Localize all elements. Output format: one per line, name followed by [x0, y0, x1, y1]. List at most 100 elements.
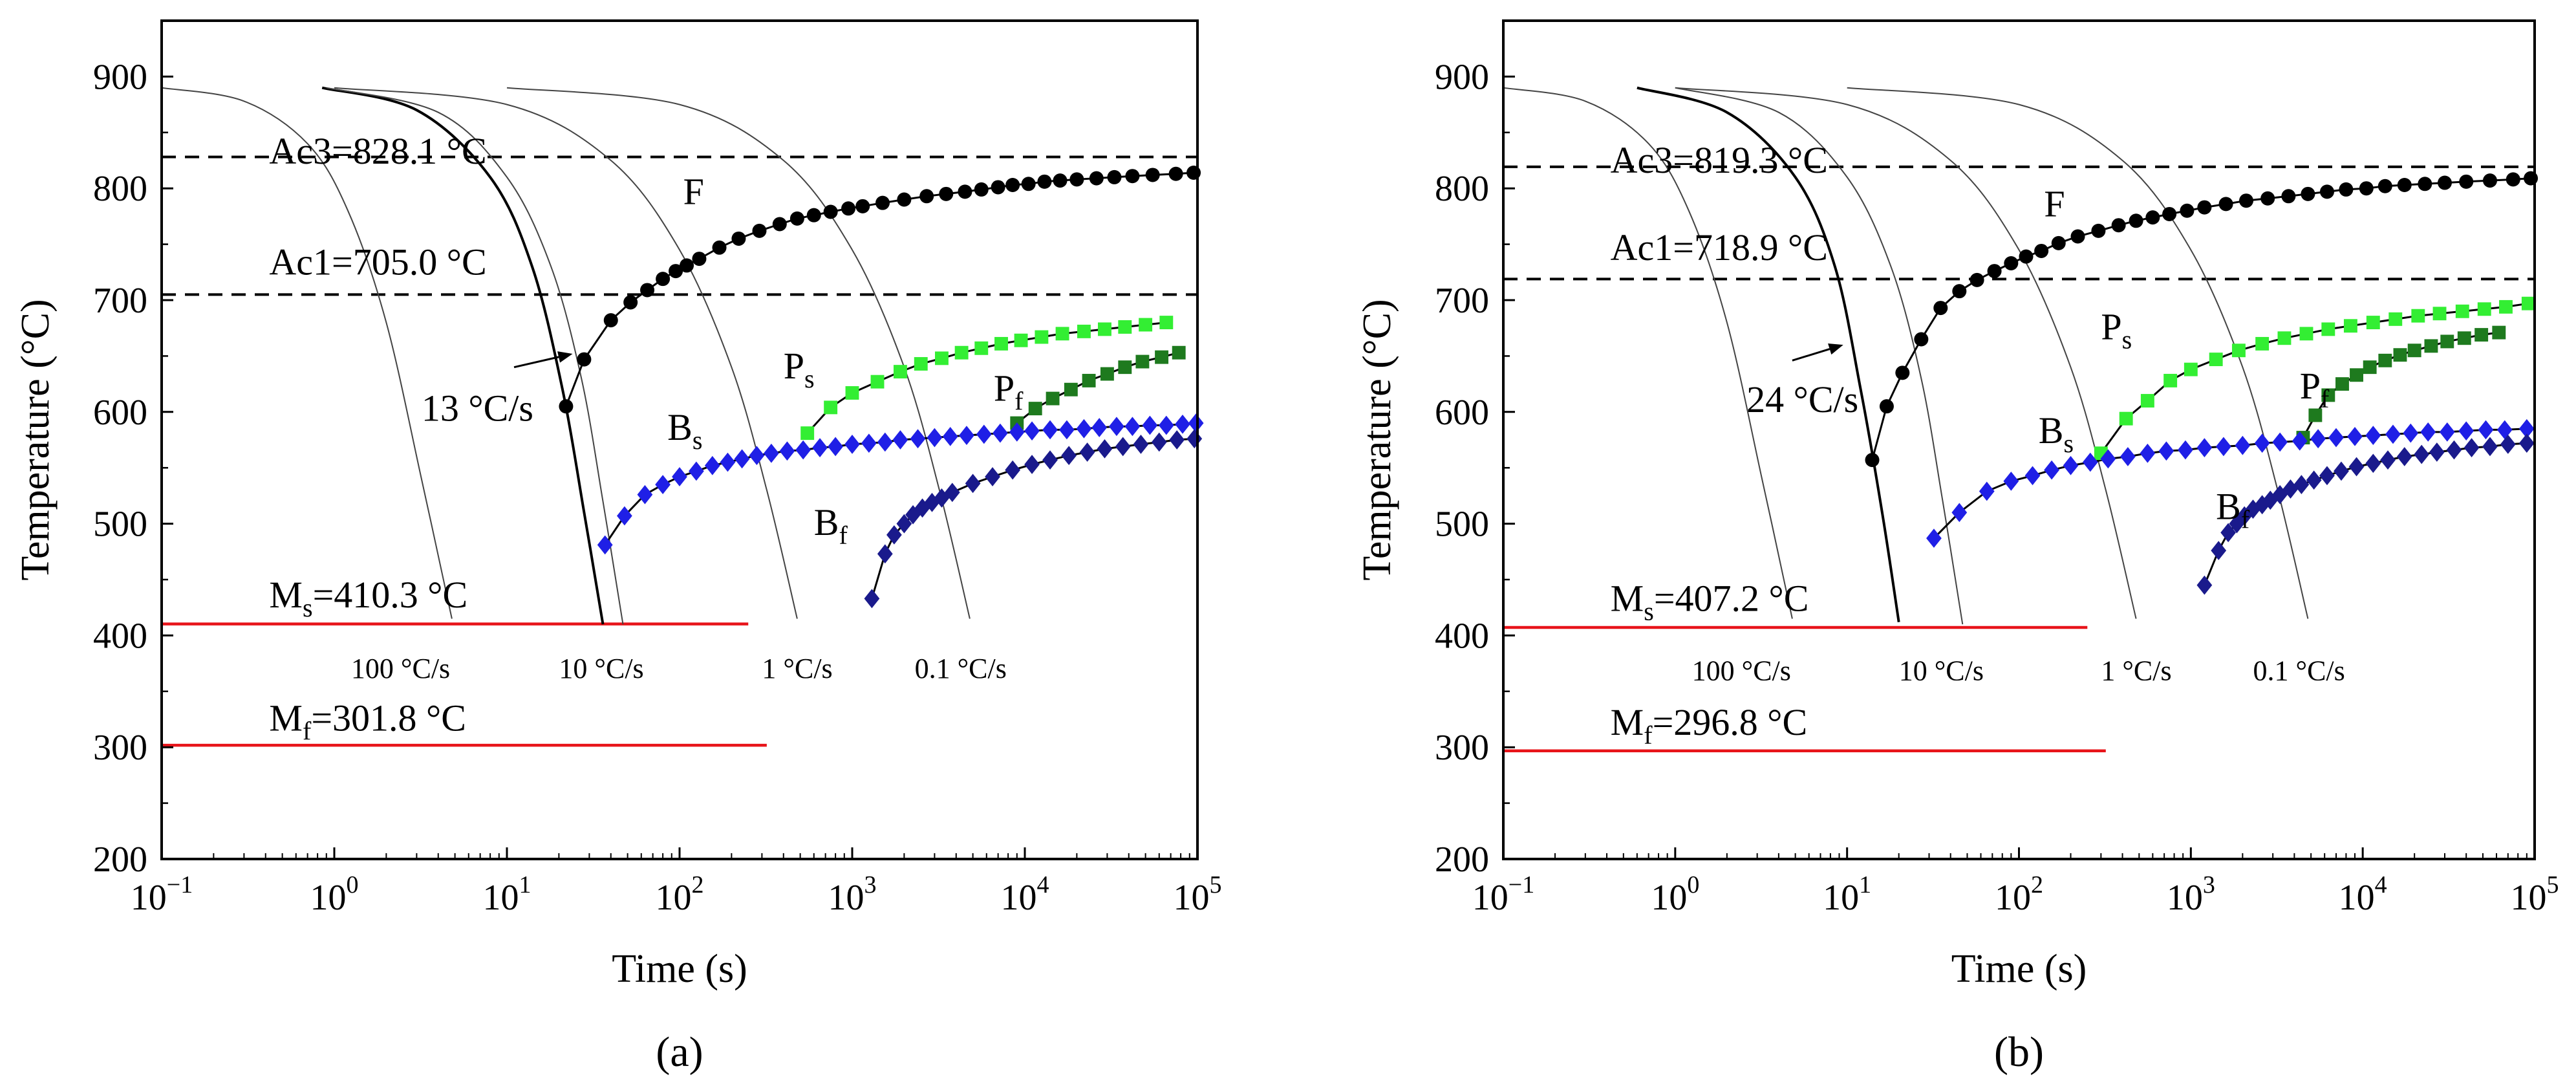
data-point-bf [965, 473, 981, 494]
data-point-bf [2334, 461, 2349, 481]
data-point-bf [2293, 475, 2310, 494]
data-point-pf [1135, 354, 1150, 369]
data-point-bs [976, 424, 992, 444]
x-tick-label: 103 [2167, 871, 2215, 918]
panel-label: (b) [1994, 1028, 2044, 1076]
y-tick-label: 600 [1435, 393, 1489, 433]
data-point-f [939, 186, 954, 201]
x-tick-label: 100 [1651, 871, 1699, 918]
pearlite-finish-label: Pf [994, 367, 1024, 416]
data-point-bs [1042, 420, 1058, 440]
data-point-f [2091, 223, 2106, 238]
data-point-ps [800, 426, 815, 441]
bainite-finish-label: Bf [2216, 486, 2250, 534]
data-point-f [1168, 166, 1183, 181]
data-point-f [1021, 177, 1036, 191]
data-point-f [2051, 235, 2066, 250]
data-point-f [1952, 284, 1967, 299]
data-point-bs [2024, 466, 2041, 486]
series-lines [1871, 177, 2531, 586]
data-point-pf [2407, 343, 2421, 358]
data-point-bs [2003, 472, 2019, 491]
data-point-f [2218, 197, 2233, 212]
data-point-f [2482, 173, 2497, 188]
data-point-bs [1124, 417, 1141, 437]
data-point-bs [892, 430, 908, 450]
data-point-f [2145, 210, 2160, 225]
y-tick-label: 500 [1435, 505, 1489, 545]
bainite-start-label: Bs [667, 406, 702, 455]
data-point-bs [942, 426, 958, 446]
data-point-pf [1155, 350, 1169, 364]
data-point-ps [2366, 316, 2380, 330]
ms-label: Ms=407.2 °C [1611, 577, 1809, 626]
data-point-bs [2403, 423, 2419, 443]
data-point-f [2281, 189, 2296, 204]
mf-label: Mf=296.8 °C [1611, 701, 1808, 750]
data-point-bs [812, 438, 828, 457]
critical-rate-arrowhead [557, 351, 573, 363]
data-point-pf [1046, 391, 1060, 406]
data-point-bs [2347, 426, 2363, 446]
x-tick-label: 104 [1001, 871, 1049, 918]
y-tick-label: 200 [93, 840, 147, 880]
data-point-bf [2463, 438, 2480, 457]
ac3-label: Ac3=828.1 °C [269, 130, 486, 172]
x-tick-label: 101 [1823, 871, 1871, 918]
data-point-f [669, 264, 683, 279]
data-point-bf [2396, 447, 2412, 466]
data-point-pf [1028, 402, 1042, 416]
x-tick-label: 102 [1995, 871, 2043, 918]
data-point-bs [844, 435, 860, 454]
data-point-ps [870, 375, 885, 389]
data-point-ps [2499, 299, 2513, 314]
data-point-bf [877, 544, 893, 564]
rate-label-100: 100 °C/s [351, 653, 450, 684]
y-tick-label: 300 [93, 728, 147, 768]
data-point-f [789, 211, 804, 226]
data-point-f [2162, 206, 2177, 221]
data-point-f [1089, 171, 1104, 186]
data-point-bs [2385, 424, 2401, 444]
data-point-f [2506, 172, 2520, 187]
cooling-curve-0 [161, 87, 453, 619]
ms-label: Ms=410.3 °C [269, 574, 467, 622]
bainite-finish-label: Bf [814, 501, 848, 550]
x-tick-label: 100 [310, 871, 359, 918]
data-point-bf [2414, 444, 2430, 464]
y-axis-title: Temperature (°C) [14, 299, 58, 580]
data-point-bs [720, 452, 736, 472]
data-point-f [974, 182, 989, 197]
x-tick-label: 103 [828, 871, 877, 918]
data-point-ps [2521, 296, 2535, 310]
data-point-bs [993, 423, 1008, 443]
data-point-f [2034, 243, 2049, 258]
data-point-bs [637, 484, 653, 505]
data-point-f [1037, 174, 1052, 189]
data-point-bf [1133, 435, 1149, 454]
data-point-f [2070, 229, 2085, 244]
data-point-pf [1064, 382, 1078, 397]
data-point-bf [1097, 439, 1113, 459]
ferrite-label: F [683, 170, 704, 212]
reference-lines [162, 155, 1197, 747]
data-point-f [2260, 191, 2275, 206]
data-point-bs [910, 429, 926, 449]
data-point-ps [2299, 327, 2313, 341]
data-point-bf [2237, 506, 2253, 526]
data-point-pf [2424, 339, 2438, 353]
data-point-f [2180, 203, 2195, 218]
critical-rate-arrow [513, 356, 559, 369]
y-axis-ticks: 200 300 400 500 600 700 800 900 [1435, 57, 1515, 880]
data-point-ps [914, 357, 928, 371]
data-point-ps [994, 336, 1008, 351]
ferrite-label: F [2044, 182, 2065, 224]
data-point-f [2418, 177, 2432, 191]
data-point-f [2339, 182, 2354, 197]
data-point-bs [749, 446, 765, 466]
y-tick-label: 200 [1435, 840, 1489, 880]
data-point-f [577, 352, 592, 367]
data-point-ps [1159, 316, 1174, 330]
data-point-bf [985, 467, 1000, 486]
